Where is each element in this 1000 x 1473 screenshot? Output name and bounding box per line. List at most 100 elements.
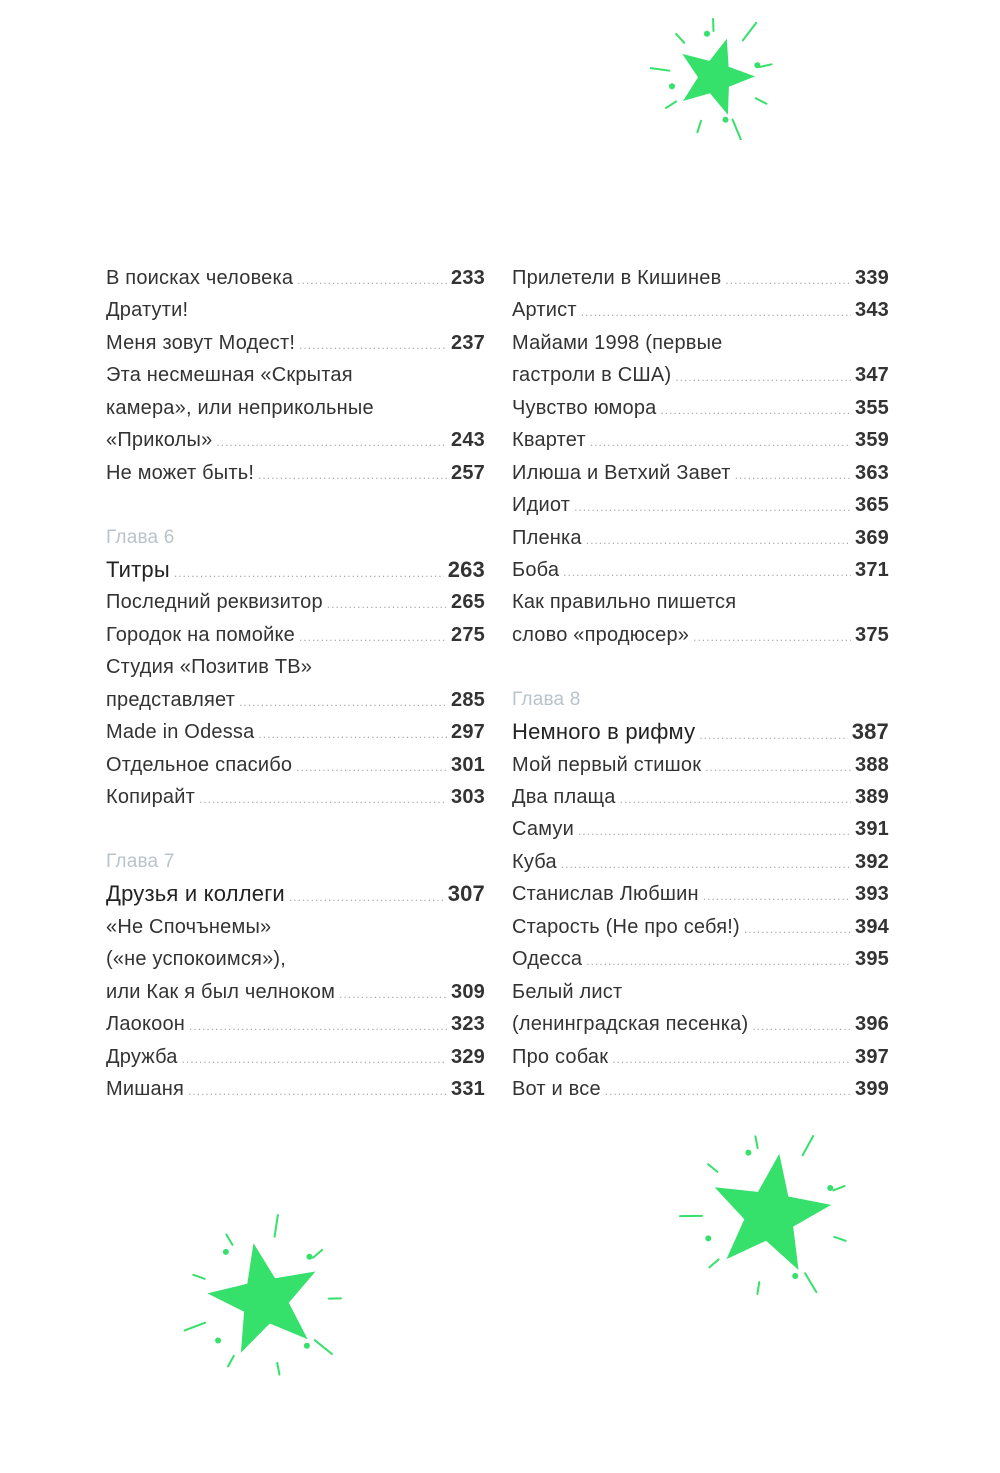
chapter-title[interactable]: Титры 263 xyxy=(106,554,485,586)
dot-leader xyxy=(239,686,447,718)
chapter-title[interactable]: Немного в рифму 387 xyxy=(512,716,889,748)
page-number: 393 xyxy=(855,883,889,906)
burst-ray xyxy=(801,1135,815,1157)
dot-leader xyxy=(189,1010,447,1042)
dot-leader xyxy=(699,719,847,751)
dot-leader xyxy=(578,815,851,847)
entry-title: (ленинградская песенка) xyxy=(512,1013,749,1036)
chapter-label-text: Глава 8 xyxy=(512,688,581,710)
page-number: 387 xyxy=(851,719,889,745)
burst-ray xyxy=(758,63,773,68)
toc-entry[interactable]: Студия «Позитив ТВ» xyxy=(106,651,485,683)
toc-entry[interactable]: слово «продюсер» 375 xyxy=(512,619,889,651)
burst-ray xyxy=(833,1235,847,1242)
toc-entry[interactable]: Чувство юмора 355 xyxy=(512,392,889,424)
burst-ray xyxy=(192,1273,206,1280)
toc-entry[interactable]: «Приколы» 243 xyxy=(106,424,485,456)
star-burst-icon xyxy=(650,18,773,140)
entry-title: Одесса xyxy=(512,948,583,971)
page-number: 339 xyxy=(855,267,889,289)
toc-entry[interactable]: Последний реквизитор 265 xyxy=(106,586,485,618)
page-number: 257 xyxy=(451,461,485,484)
burst-ray xyxy=(227,1354,235,1368)
toc-entry[interactable]: Белый лист xyxy=(512,976,889,1008)
entry-title: Городок на помойке xyxy=(106,623,295,646)
burst-ray xyxy=(804,1272,818,1294)
toc-entry[interactable]: Боба 371 xyxy=(512,554,889,586)
entry-title: Станислав Любшин xyxy=(512,883,699,906)
toc-entry[interactable]: В поисках человека 233 xyxy=(106,262,485,294)
toc-entry[interactable]: Made in Odessa 297 xyxy=(106,716,485,748)
toc-entry[interactable]: Лаокоон 323 xyxy=(106,1008,485,1040)
entry-title: Боба xyxy=(512,558,560,581)
toc-entry[interactable]: гастроли в США) 347 xyxy=(512,359,889,391)
dot-leader xyxy=(752,1010,851,1042)
page-number: 307 xyxy=(447,881,485,907)
toc-entry[interactable]: представляет 285 xyxy=(106,684,485,716)
dot-leader xyxy=(675,361,851,393)
toc-entry[interactable]: (ленинградская песенка) 396 xyxy=(512,1008,889,1040)
toc-entry[interactable]: Мой первый стишок 388 xyxy=(512,749,889,781)
toc-entry[interactable]: Илюша и Ветхий Завет 363 xyxy=(512,457,889,489)
entry-title: Квартет xyxy=(512,429,586,452)
toc-entry[interactable]: Старость (Не про себя!) 394 xyxy=(512,911,889,943)
dot-leader xyxy=(735,459,851,491)
entry-title: Артист xyxy=(512,299,577,322)
entry-title: Не может быть! xyxy=(106,461,255,484)
entry-title: Вот и все xyxy=(512,1077,601,1100)
toc-entry[interactable]: Майами 1998 (первые xyxy=(512,327,889,359)
toc-entry[interactable]: Станислав Любшин 393 xyxy=(512,878,889,910)
entry-title: Самуи xyxy=(512,818,574,841)
toc-entry[interactable]: Самуи 391 xyxy=(512,813,889,845)
page-number: 375 xyxy=(855,623,889,646)
chapter-title[interactable]: Друзья и коллеги 307 xyxy=(106,878,485,910)
chapter-label-text: Глава 7 xyxy=(106,850,175,872)
toc-entry[interactable]: Мишаня 331 xyxy=(106,1073,485,1105)
toc-entry[interactable]: Отдельное спасибо 301 xyxy=(106,749,485,781)
burst-dot xyxy=(306,1253,313,1260)
dot-leader xyxy=(705,751,851,783)
toc-entry[interactable]: Пленка 369 xyxy=(512,522,889,554)
toc-entry[interactable]: камера», или неприкольные xyxy=(106,392,485,424)
toc-entry[interactable]: Два плаща 389 xyxy=(512,781,889,813)
toc-entry[interactable]: Идиот 365 xyxy=(512,489,889,521)
spacer xyxy=(512,651,889,683)
page-number: 394 xyxy=(855,915,889,938)
toc-entry[interactable]: Прилетели в Кишинев 339 xyxy=(512,262,889,294)
entry-title: гастроли в США) xyxy=(512,364,672,387)
toc-entry[interactable]: Как правильно пишется xyxy=(512,586,889,618)
entry-title: Меня зовут Модест! xyxy=(106,331,296,354)
toc-entry[interactable]: Не может быть! 257 xyxy=(106,457,485,489)
toc-entry[interactable]: Дратути! xyxy=(106,294,485,326)
toc-entry[interactable]: Одесса 395 xyxy=(512,943,889,975)
entry-title: или Как я был челноком xyxy=(106,980,336,1003)
toc-entry[interactable]: Куба 392 xyxy=(512,846,889,878)
toc-entry[interactable]: «Не Спочънемы» xyxy=(106,911,485,943)
page-number: 331 xyxy=(451,1077,485,1100)
dot-leader xyxy=(296,751,447,783)
toc-entry[interactable]: Городок на помойке 275 xyxy=(106,619,485,651)
toc-entry[interactable]: Копирайт 303 xyxy=(106,781,485,813)
page-number: 388 xyxy=(855,753,889,776)
dot-leader xyxy=(581,296,851,328)
toc-entry[interactable]: Меня зовут Модест! 237 xyxy=(106,327,485,359)
page-number: 363 xyxy=(855,461,889,484)
entry-title: («не успокоимся»), xyxy=(106,948,287,971)
toc-entry[interactable]: Вот и все 399 xyxy=(512,1073,889,1105)
burst-ray xyxy=(708,1258,720,1269)
page-number: 347 xyxy=(855,364,889,387)
page-number: 263 xyxy=(447,556,485,582)
toc-entry[interactable]: Про собак 397 xyxy=(512,1041,889,1073)
toc-entry[interactable]: Артист 343 xyxy=(512,294,889,326)
burst-dot xyxy=(705,1235,712,1242)
dot-leader xyxy=(563,556,851,588)
dot-leader xyxy=(693,621,851,653)
toc-entry[interactable]: или Как я был челноком 309 xyxy=(106,976,485,1008)
burst-ray xyxy=(276,1361,281,1376)
toc-entry[interactable]: Квартет 359 xyxy=(512,424,889,456)
page-number: 309 xyxy=(451,980,485,1003)
toc-entry[interactable]: Дружба 329 xyxy=(106,1041,485,1073)
toc-entry[interactable]: Эта несмешная «Скрытая xyxy=(106,359,485,391)
chapter-label: Глава 8 xyxy=(512,684,889,716)
toc-entry[interactable]: («не успокоимся»), xyxy=(106,943,485,975)
